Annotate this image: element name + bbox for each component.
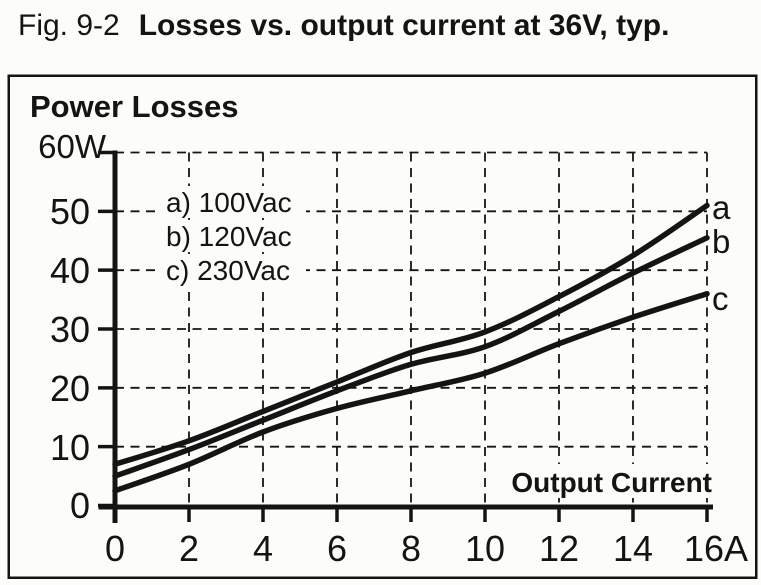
x-tick-label: 4 [253,528,273,569]
legend-item-b: b) 120Vac [166,221,292,252]
chart-heading: Power Losses [30,89,238,124]
y-tick-label: 20 [50,368,90,409]
figure-title: Losses vs. output current at 36V, typ. [138,9,670,42]
y-tick-label: 0 [70,485,90,526]
curve-b [112,235,710,479]
figure-caption: Fig. 9-2 Losses vs. output current at 36V… [18,6,669,46]
curves [112,202,710,494]
x-tick-label: 6 [327,528,347,569]
figure-number: Fig. 9-2 [18,9,120,42]
x-tick-label: 8 [401,528,421,569]
curve-end-label-a: a [712,189,731,226]
curve-c [112,290,710,494]
x-tick-label: 16A [684,528,748,569]
y-tick-label: 10 [50,427,90,468]
label-backgrounds [158,186,716,498]
chart-frame [7,74,758,579]
curve-end-label-b: b [712,223,730,260]
curve-end-label-c: c [712,280,729,317]
x-tick-label: 12 [539,528,579,569]
legend-item-c: c) 230Vac [166,255,290,286]
axes [98,150,713,523]
legend-background [158,220,306,252]
y-tick-label: 30 [50,309,90,350]
legend-background [158,254,306,286]
y-axis-max-label: 60W [38,128,107,165]
x-axis-title: Output Current [511,467,712,498]
curve-a [112,202,710,468]
legend-background [158,186,306,218]
y-tick-label: 50 [50,191,90,232]
y-tick-label: 40 [50,250,90,291]
x-axis-label-background [488,464,716,498]
x-tick-label: 2 [179,528,199,569]
x-tick-label: 10 [465,528,505,569]
x-tick-label: 14 [613,528,653,569]
x-tick-label: 0 [105,528,125,569]
legend-item-a: a) 100Vac [166,187,292,218]
